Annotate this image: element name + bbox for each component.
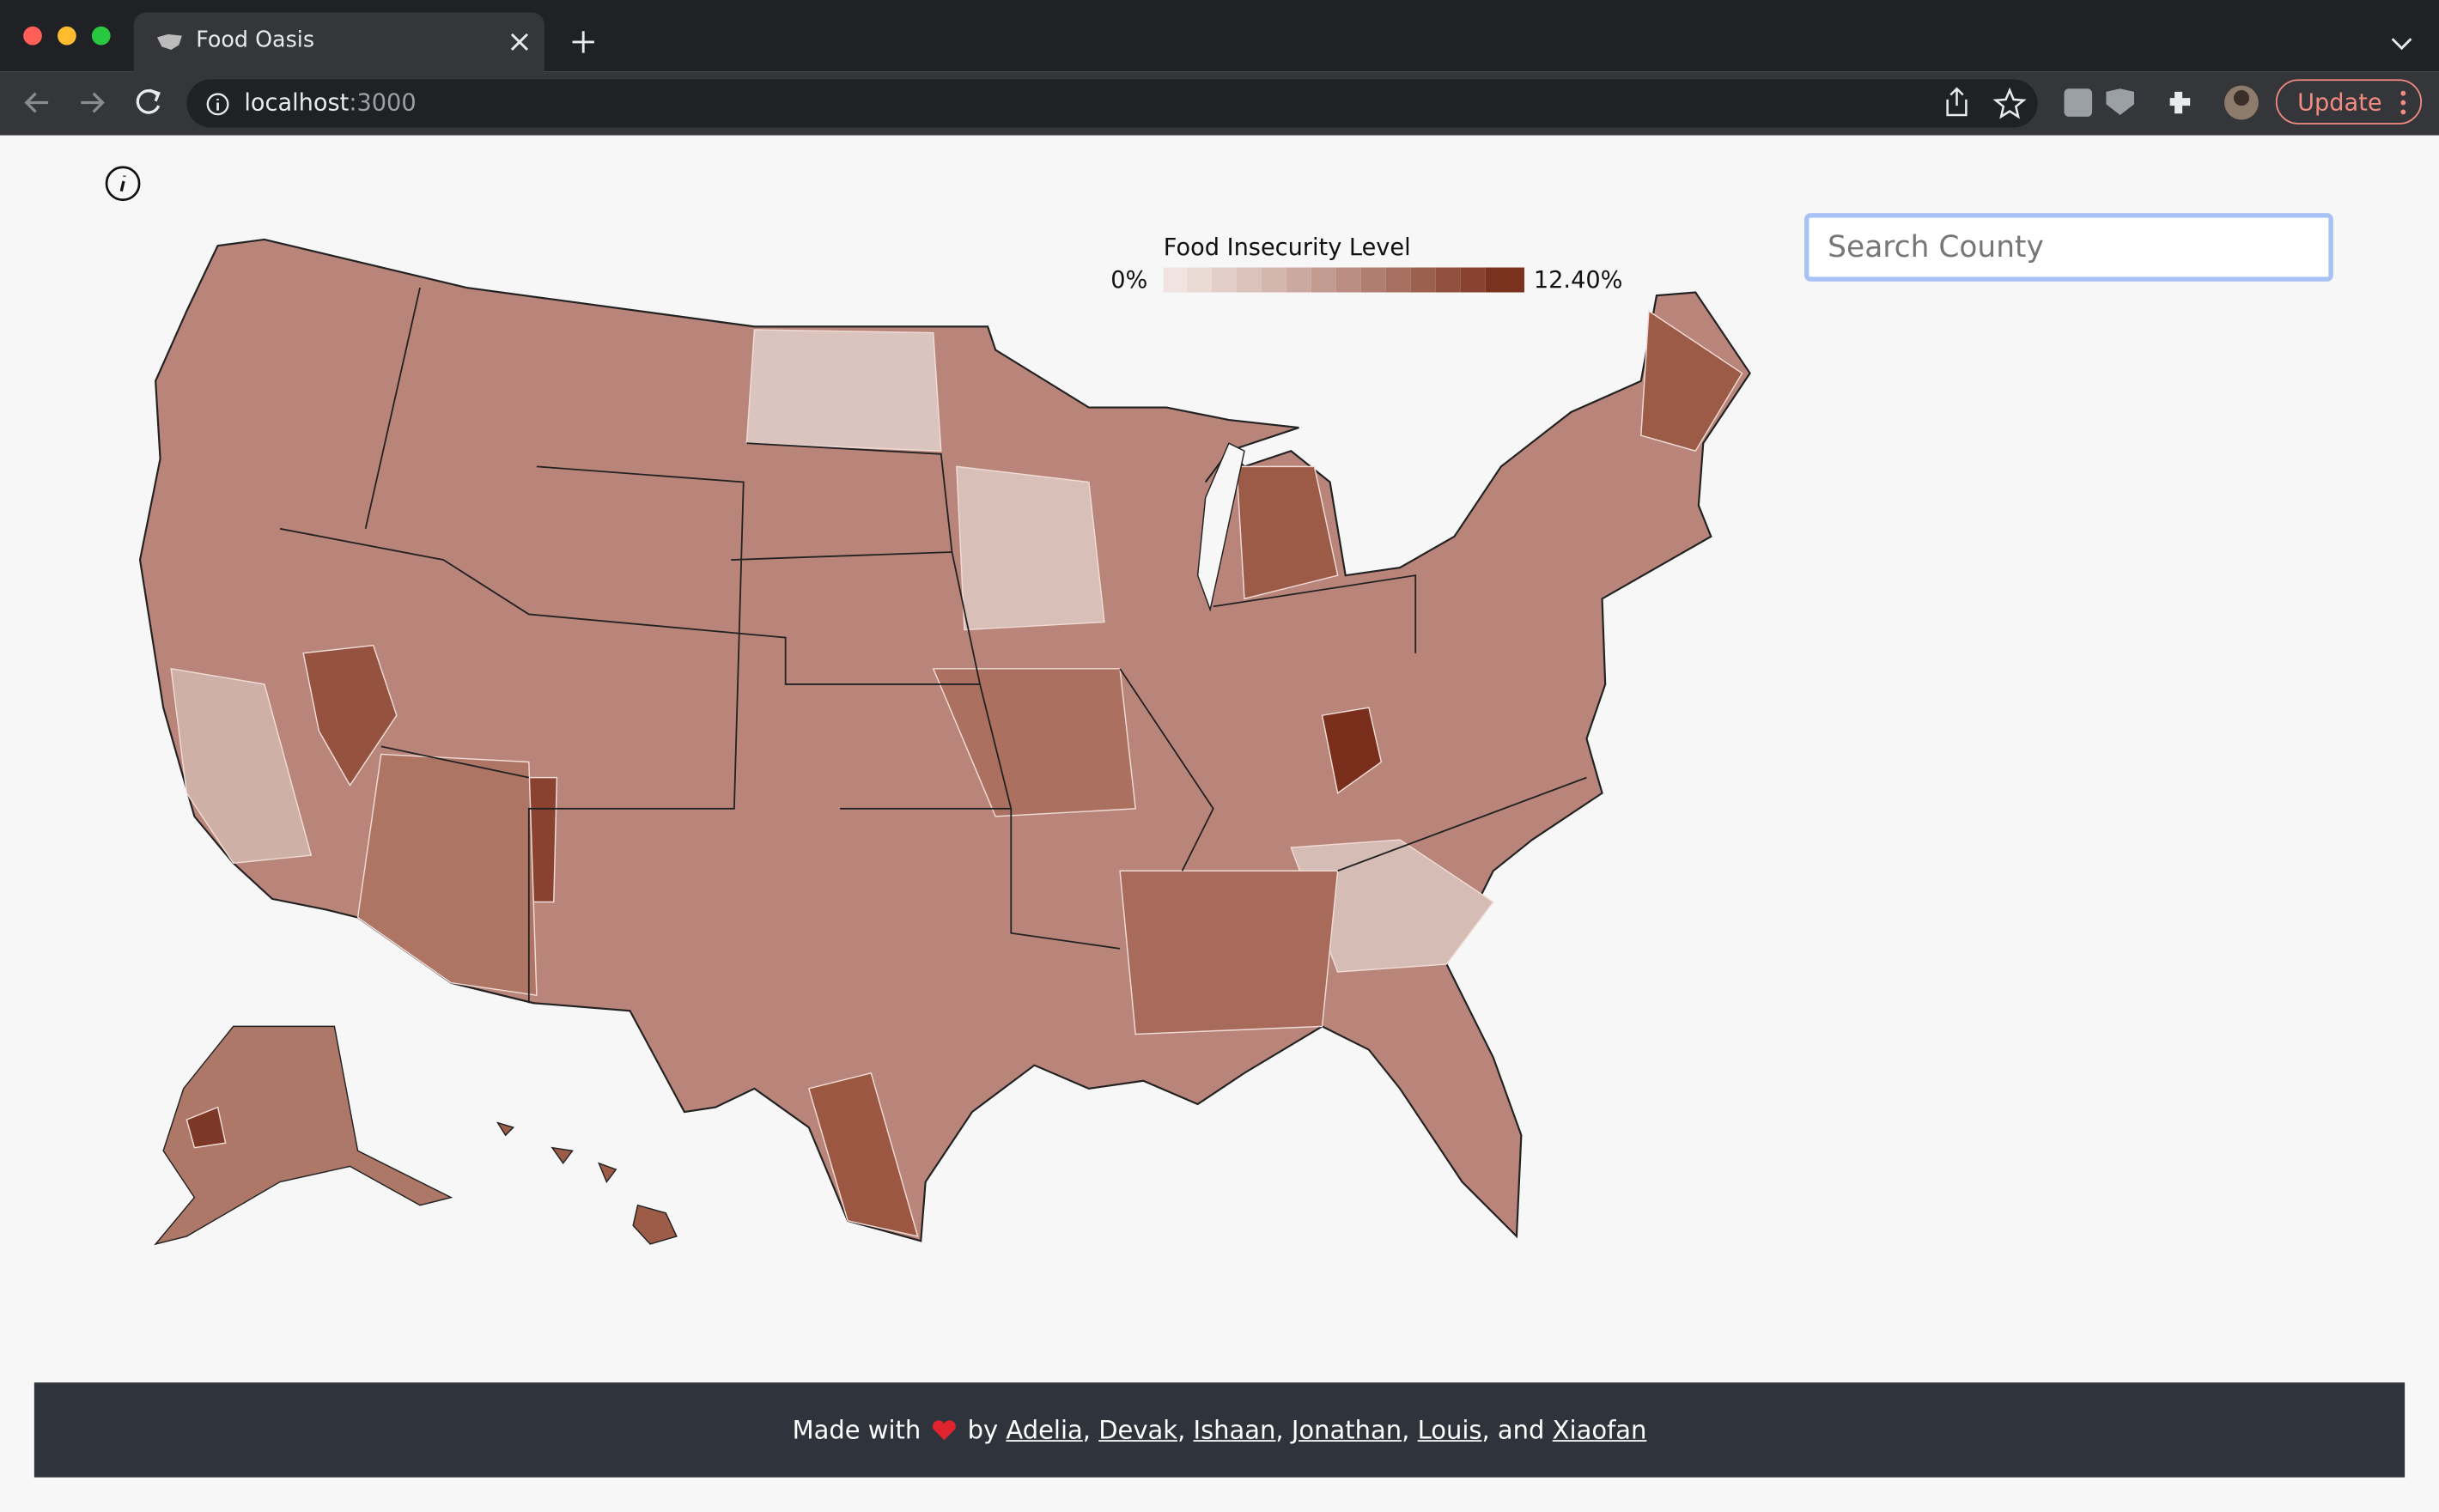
footer: Made with by Adelia, Devak, Ishaan, Jona… bbox=[33, 1382, 2406, 1478]
region-light[interactable] bbox=[170, 667, 313, 864]
alaska[interactable] bbox=[154, 1025, 453, 1246]
legend-ramp bbox=[1163, 267, 1524, 293]
window-controls[interactable] bbox=[0, 0, 125, 71]
alaska-dark[interactable] bbox=[186, 1106, 227, 1149]
toolbar: localhost:3000 Update bbox=[0, 71, 2439, 136]
extensions[interactable] bbox=[2061, 71, 2263, 135]
menu-dots[interactable] bbox=[2400, 90, 2406, 115]
region-light[interactable] bbox=[745, 329, 942, 452]
contiguous-us[interactable] bbox=[138, 238, 1751, 1242]
author-link[interactable]: Louis bbox=[1417, 1415, 1482, 1445]
region-dark[interactable] bbox=[1236, 465, 1339, 600]
tab-menu[interactable] bbox=[2391, 36, 2412, 52]
nav-buttons[interactable] bbox=[15, 71, 171, 135]
legend-min: 0% bbox=[1110, 265, 1148, 295]
legend-max: 12.40% bbox=[1533, 265, 1623, 295]
url-host: localhost bbox=[244, 88, 350, 117]
favicon bbox=[156, 33, 182, 50]
search-input[interactable] bbox=[1804, 213, 2333, 282]
region-mid[interactable] bbox=[932, 668, 1136, 817]
region-dark[interactable] bbox=[1321, 707, 1383, 794]
state-borders bbox=[279, 287, 1587, 1004]
site-info[interactable] bbox=[205, 92, 230, 117]
hawaii[interactable] bbox=[496, 1121, 678, 1245]
author-link[interactable]: Xiaofan bbox=[1552, 1415, 1647, 1445]
author-link[interactable]: Adelia bbox=[1006, 1415, 1083, 1445]
tab-title: Food Oasis bbox=[196, 27, 315, 53]
author-link[interactable]: Jonathan bbox=[1291, 1415, 1402, 1445]
info-icon[interactable] bbox=[104, 165, 141, 202]
url: localhost:3000 bbox=[244, 88, 416, 117]
legend-title: Food Insecurity Level bbox=[1163, 233, 1411, 262]
author-link[interactable]: Ishaan bbox=[1193, 1415, 1276, 1445]
separator: , bbox=[1402, 1415, 1410, 1445]
address-bar[interactable]: localhost:3000 bbox=[186, 79, 2038, 128]
footer-by: by bbox=[967, 1415, 999, 1445]
great-lakes bbox=[1196, 442, 1245, 612]
footer-prefix: Made with bbox=[792, 1415, 921, 1445]
heart-icon bbox=[933, 1419, 956, 1440]
author-link[interactable]: Devak bbox=[1098, 1415, 1178, 1445]
footer-and: and bbox=[1497, 1415, 1545, 1445]
separator: , bbox=[1275, 1415, 1284, 1445]
region-dark[interactable] bbox=[302, 644, 398, 787]
region-light[interactable] bbox=[956, 465, 1105, 631]
url-port: :3000 bbox=[349, 88, 417, 117]
region-mid[interactable] bbox=[356, 753, 538, 997]
omnibox-actions[interactable] bbox=[1938, 79, 2032, 127]
region-mid[interactable] bbox=[1119, 870, 1339, 1035]
new-tab[interactable] bbox=[571, 29, 596, 54]
county-map[interactable] bbox=[94, 218, 1773, 1338]
separator: , bbox=[1082, 1415, 1092, 1445]
region-dark[interactable] bbox=[807, 1072, 919, 1237]
separator: , bbox=[1177, 1415, 1186, 1445]
tab[interactable]: Food Oasis bbox=[133, 12, 544, 72]
tab-close[interactable] bbox=[510, 33, 529, 52]
region-dark[interactable] bbox=[1640, 309, 1743, 452]
tab-strip: Food Oasis bbox=[0, 0, 2439, 72]
separator: , bbox=[1481, 1415, 1490, 1445]
update-label: Update bbox=[2297, 88, 2382, 117]
update-button[interactable]: Update bbox=[2275, 79, 2423, 124]
